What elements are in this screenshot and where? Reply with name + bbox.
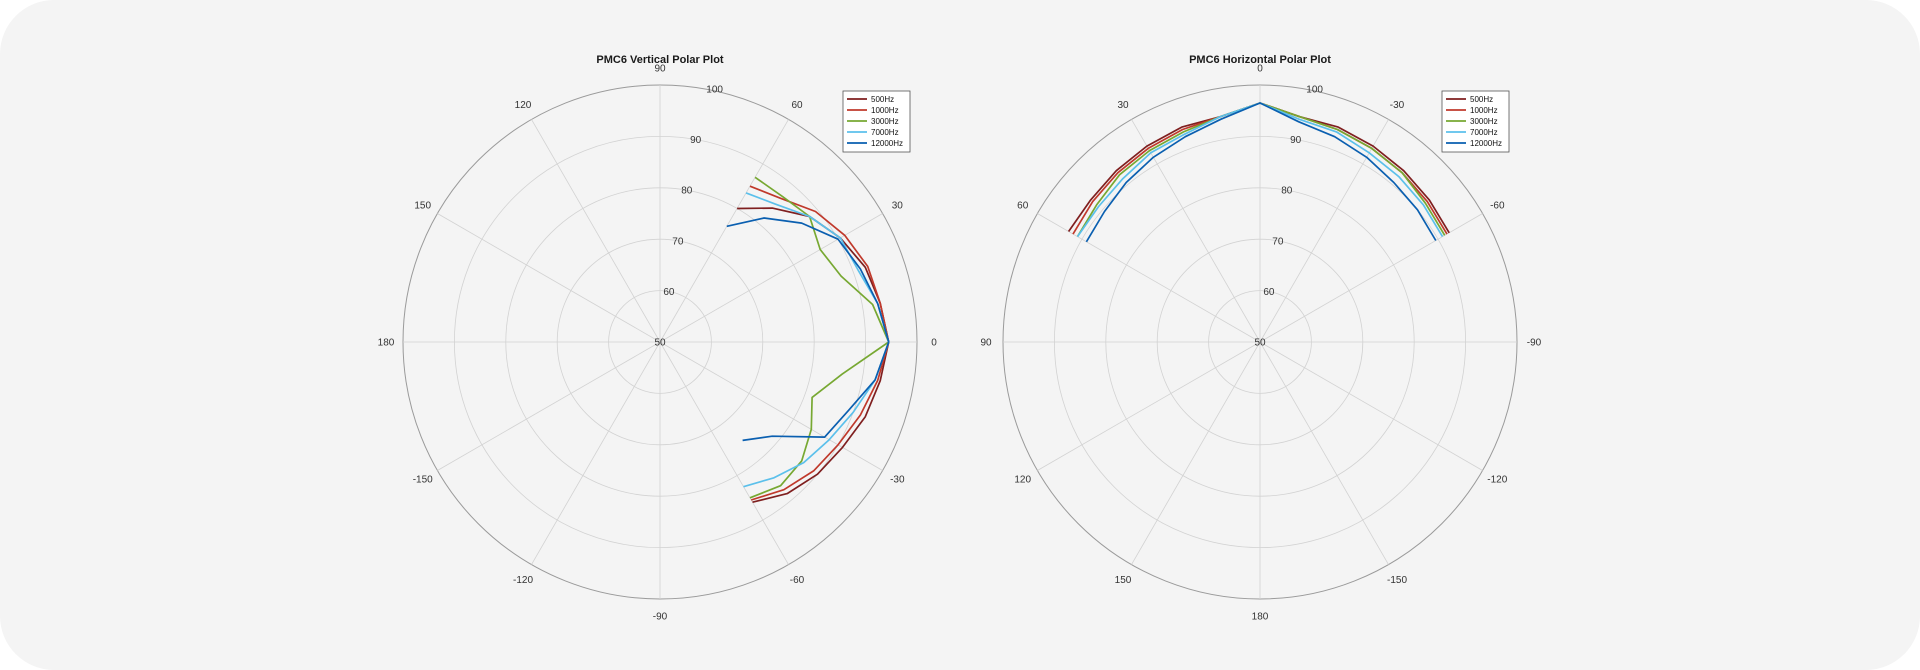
radial-tick-label: 80 [681, 186, 693, 197]
series-lines [1067, 102, 1450, 243]
grid-spoke [531, 341, 661, 565]
angle-tick-label: -60 [790, 575, 805, 586]
grid-spoke [659, 341, 883, 471]
grid-spoke [659, 119, 789, 343]
angle-tick-label: 60 [791, 100, 803, 111]
angle-tick-label: 180 [378, 338, 395, 349]
angle-tick-label: -30 [1390, 100, 1405, 111]
legend: 500Hz 1000Hz 3000Hz 7000Hz 12000Hz [842, 90, 911, 153]
polar-chart-vertical: 0 30 60 90 120 150 180 -150 -120 -90 -60 -30 50 60 70 8… [378, 54, 938, 623]
grid-spoke [1259, 341, 1483, 471]
legend-label: 1000Hz [871, 106, 899, 115]
angle-tick-label: -60 [1490, 201, 1505, 212]
radial-tick-label: 60 [663, 287, 675, 298]
grid-spoke [659, 213, 883, 343]
angle-tick-label: -90 [653, 612, 668, 623]
series-lines [726, 176, 890, 504]
series-line-12000hz [1085, 102, 1437, 243]
polar-chart-horizontal: 0 30 60 90 120 150 180 -150 -120 -90 -60 -30 50 60 70 8… [980, 54, 1541, 623]
series-line-12000hz [726, 217, 890, 442]
angle-tick-label: 90 [980, 338, 992, 349]
legend-label: 500Hz [1470, 95, 1493, 104]
legend-label: 3000Hz [1470, 117, 1498, 126]
grid-spoke [531, 119, 661, 343]
angle-tick-label: 150 [1115, 575, 1132, 586]
angle-tick-label: -150 [1387, 575, 1407, 586]
angle-tick-label: 150 [414, 201, 431, 212]
grid-spoke [1037, 213, 1261, 343]
legend-label: 7000Hz [871, 128, 899, 137]
radial-tick-label: 50 [1254, 338, 1266, 349]
radial-tick-label: 90 [1290, 135, 1302, 146]
radial-tick-label: 70 [1272, 236, 1284, 247]
chart-title: PMC6 Horizontal Polar Plot [1189, 54, 1331, 66]
chart-title: PMC6 Vertical Polar Plot [596, 54, 723, 66]
angle-tick-label: 120 [515, 100, 532, 111]
grid-spoke [1259, 341, 1389, 565]
radial-tick-label: 70 [672, 236, 684, 247]
legend-label: 1000Hz [1470, 106, 1498, 115]
grid-spoke [1259, 213, 1483, 343]
grid-spoke [437, 213, 661, 343]
angle-tick-label: 180 [1252, 612, 1269, 623]
grid-spoke [1037, 341, 1261, 471]
grid-spoke [1259, 119, 1389, 343]
radial-tick-label: 90 [690, 135, 702, 146]
radial-tick-label: 80 [1281, 186, 1293, 197]
series-line-1000hz [749, 185, 890, 501]
polar-grid [1002, 84, 1518, 600]
angle-tick-label: -150 [413, 475, 433, 486]
angle-tick-label: -90 [1527, 338, 1542, 349]
radial-tick-label: 50 [654, 338, 666, 349]
grid-spoke [437, 341, 661, 471]
legend-label: 500Hz [871, 95, 894, 104]
angle-tick-label: 90 [654, 64, 666, 75]
radial-tick-label: 60 [1263, 287, 1275, 298]
angle-tick-label: 120 [1014, 475, 1031, 486]
angle-tick-label: 30 [892, 201, 904, 212]
angle-tick-label: -30 [890, 475, 905, 486]
grid-spoke [1131, 341, 1261, 565]
radial-tick-label: 100 [1306, 84, 1323, 95]
grid-spoke [1131, 119, 1261, 343]
angle-tick-label: -120 [1487, 475, 1507, 486]
angle-tick-label: 0 [931, 338, 937, 349]
angle-tick-label: -120 [513, 575, 533, 586]
angle-tick-label: 60 [1017, 201, 1029, 212]
series-line-500hz [737, 207, 890, 504]
legend-label: 12000Hz [1470, 139, 1502, 148]
radial-tick-label: 100 [706, 84, 723, 95]
legend: 500Hz 1000Hz 3000Hz 7000Hz 12000Hz [1441, 90, 1510, 153]
polar-grid [402, 84, 918, 600]
legend-label: 3000Hz [871, 117, 899, 126]
grid-spoke [659, 341, 789, 565]
legend-label: 12000Hz [871, 139, 903, 148]
angle-tick-label: 0 [1257, 64, 1263, 75]
legend-label: 7000Hz [1470, 128, 1498, 137]
angle-tick-label: 30 [1117, 100, 1129, 111]
